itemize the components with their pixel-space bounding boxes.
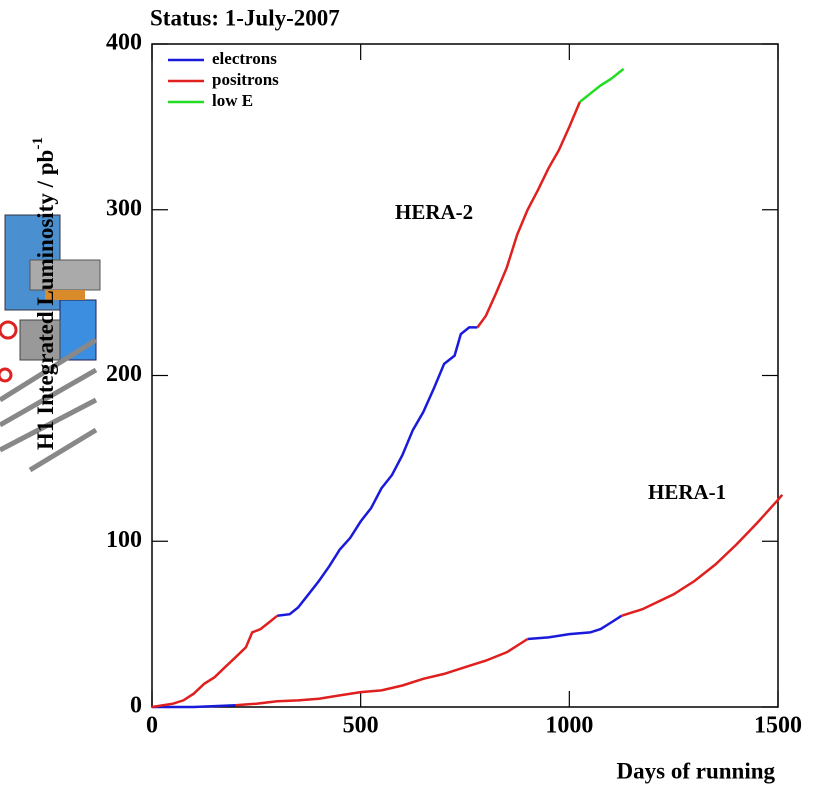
annotation: HERA-2 bbox=[395, 200, 473, 224]
detector-image bbox=[0, 200, 101, 480]
x-tick-label: 500 bbox=[343, 713, 379, 739]
y-axis-label-superscript: -1 bbox=[30, 137, 46, 150]
series-line bbox=[621, 493, 784, 617]
series-line bbox=[152, 704, 236, 709]
annotation: HERA-1 bbox=[648, 480, 726, 504]
legend-label: low E bbox=[212, 91, 253, 110]
x-axis-label: Days of running bbox=[617, 758, 776, 783]
series-line bbox=[579, 67, 625, 103]
legend-label: positrons bbox=[212, 70, 279, 89]
series-line bbox=[476, 101, 581, 329]
x-tick-label: 1000 bbox=[545, 713, 593, 739]
x-tick-label: 1500 bbox=[754, 713, 802, 739]
y-tick-label: 200 bbox=[106, 361, 142, 387]
series-line bbox=[277, 326, 478, 618]
y-axis-label: H1 Integrated Luminosity / pb-1 bbox=[30, 137, 58, 450]
y-tick-label: 400 bbox=[106, 30, 142, 56]
y-tick-label: 300 bbox=[106, 195, 142, 221]
y-axis-label-text: H1 Integrated Luminosity / pb bbox=[33, 150, 58, 450]
y-tick-label: 0 bbox=[130, 693, 142, 719]
plot-frame bbox=[151, 43, 779, 708]
series-line bbox=[527, 614, 623, 641]
series-line bbox=[151, 614, 278, 709]
y-tick-label: 100 bbox=[106, 527, 142, 553]
legend-label: electrons bbox=[212, 49, 277, 68]
chart-title: Status: 1-July-2007 bbox=[150, 5, 340, 30]
x-tick-label: 0 bbox=[146, 713, 158, 739]
series-line bbox=[235, 637, 529, 707]
